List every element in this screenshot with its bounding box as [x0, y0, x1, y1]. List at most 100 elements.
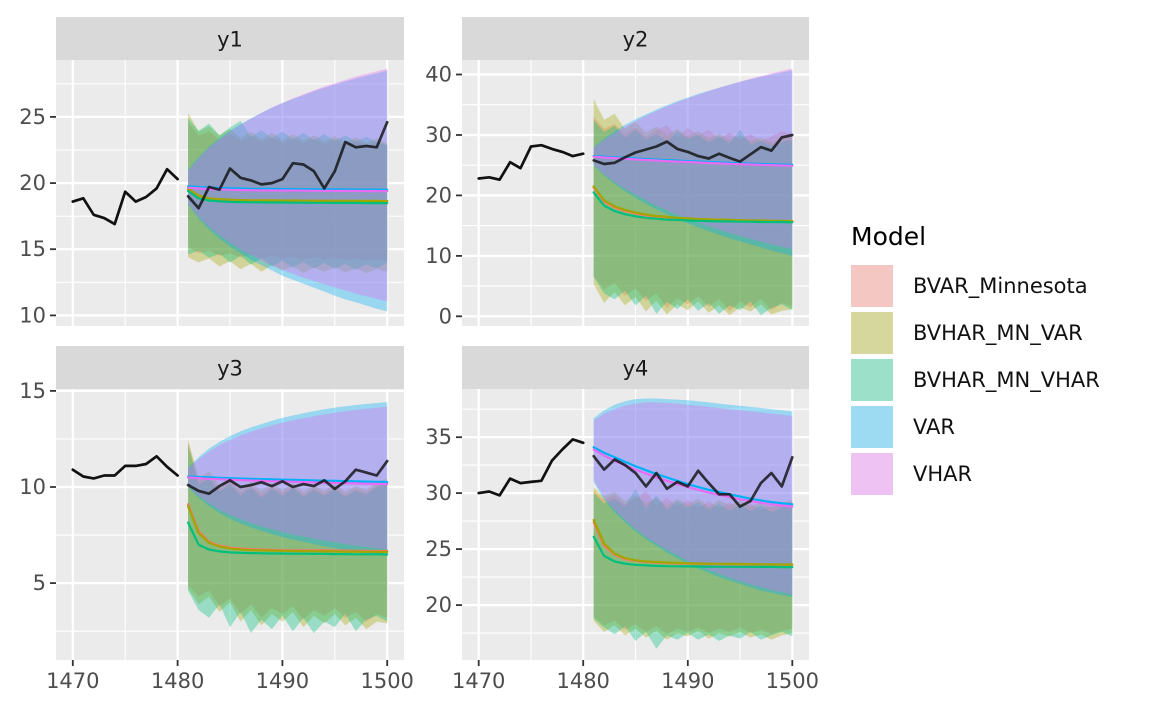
gridlines-y3: [56, 389, 404, 660]
legend-entry: VHAR: [851, 453, 1100, 495]
facet-y3: y3 5 10 15 1470 1480 1490 1500: [19, 346, 414, 693]
y-axis-y1: 10 15 20 25: [19, 105, 56, 327]
actual-test-line-y1: [186, 120, 389, 210]
forecast-line-bvhar_mn_var-y2: [592, 185, 794, 223]
y-tick-label: 20: [425, 593, 452, 617]
forecast-line-var-y4: [592, 446, 794, 506]
x-tick-label: 1480: [151, 669, 204, 693]
x-tick-label: 1470: [46, 669, 99, 693]
legend-title: Model: [851, 222, 927, 251]
x-axis-y3: 1470 1480 1490 1500: [46, 660, 414, 693]
band-vhar-y3: [188, 406, 388, 550]
y-tick-label: 0: [439, 304, 452, 328]
data-layers-y2: [477, 68, 794, 316]
forecast-line-bvhar_mn_vhar-y4: [592, 535, 794, 569]
forecast-line-vhar-y1: [187, 186, 389, 193]
y-axis-y3: 5 10 15: [19, 379, 56, 595]
legend-entry-label: BVHAR_MN_VAR: [913, 321, 1083, 345]
band-vhar-y1: [188, 68, 388, 302]
y-tick-label: 20: [19, 171, 46, 195]
actual-train-line-y4: [477, 438, 585, 497]
y-tick-label: 10: [425, 244, 452, 268]
gridlines-y1: [56, 60, 404, 326]
facet-strip-label-y4: y4: [623, 357, 649, 381]
facet-y1: y1 10 15 20 25: [19, 17, 404, 327]
facet-strip-y2: [462, 17, 809, 60]
actual-test-line-y3: [186, 459, 389, 496]
band-bvhar_mn_vhar-y2: [593, 119, 793, 316]
x-tick-label: 1490: [256, 669, 309, 693]
legend-key-swatch-bvhar_mn_vhar: [851, 359, 893, 401]
x-tick-label: 1490: [661, 669, 714, 693]
legend-entry: BVHAR_MN_VHAR: [851, 359, 1100, 401]
y-tick-label: 15: [19, 237, 46, 261]
forecast-line-bvhar_mn_var-y3: [187, 505, 389, 554]
facet-grid-svg: y1 10 15 20 25 y2 0 10 20 30 40 y3 5 10 15 1470 1480 1490…: [19, 17, 819, 693]
band-bvhar_mn_vhar-y4: [593, 488, 793, 649]
band-bvhar_mn_var-y1: [188, 112, 388, 274]
legend-key-swatch-bvhar_mn_var: [851, 312, 893, 354]
band-var-y4: [593, 398, 793, 598]
band-bvhar_mn_vhar-y1: [188, 118, 388, 270]
y-tick-label: 10: [19, 475, 46, 499]
gridlines-y2: [462, 60, 809, 326]
facet-strip-y3: [56, 346, 404, 389]
band-vhar-y4: [593, 402, 793, 595]
legend-entry-label: BVAR_Minnesota: [913, 274, 1088, 298]
x-axis-y4: 1470 1480 1490 1500: [452, 660, 819, 693]
legend-entry: BVHAR_MN_VAR: [851, 312, 1100, 354]
data-layers-y4: [477, 398, 794, 649]
legend-entry-label: BVHAR_MN_VHAR: [913, 368, 1100, 392]
facet-strip-label-y1: y1: [217, 28, 243, 52]
x-tick-label: 1470: [452, 669, 505, 693]
actual-train-line-y3: [71, 454, 179, 480]
x-tick-label: 1500: [360, 669, 413, 693]
actual-test-line-y4: [592, 454, 794, 508]
actual-train-line-y1: [71, 167, 179, 226]
facet-strip-y1: [56, 17, 404, 60]
y-tick-label: 5: [33, 571, 46, 595]
x-tick-label: 1500: [766, 669, 819, 693]
legend-entry: BVAR_Minnesota: [851, 265, 1100, 307]
forecast-line-var-y3: [187, 475, 389, 484]
gridlines-y4: [462, 389, 809, 660]
band-bvhar_mn_var-y2: [593, 98, 793, 316]
forecast-line-vhar-y2: [592, 155, 794, 167]
y-tick-label: 25: [19, 105, 46, 129]
legend-key: [851, 359, 893, 401]
band-bvar_minnesota-y1: [188, 122, 388, 262]
y-tick-label: 25: [425, 537, 452, 561]
facet-y2: y2 0 10 20 30 40: [425, 17, 809, 328]
forecast-line-bvhar_mn_var-y1: [187, 187, 389, 203]
legend-entry: VAR: [851, 406, 1100, 448]
legend-entry-label: VAR: [913, 415, 955, 439]
y-tick-label: 20: [425, 183, 452, 207]
legend-entry-label: VHAR: [913, 462, 973, 486]
data-layers-y1: [71, 68, 389, 312]
y-tick-label: 30: [425, 123, 452, 147]
y-tick-label: 40: [425, 63, 452, 87]
forecast-line-bvhar_mn_vhar-y3: [187, 521, 389, 556]
legend-key-swatch-bvar_minnesota: [851, 265, 893, 307]
forecast-line-bvhar_mn_var-y4: [592, 518, 794, 566]
y-tick-label: 30: [425, 481, 452, 505]
legend-key-swatch-var: [851, 406, 893, 448]
forecast-line-bvhar_mn_vhar-y1: [187, 189, 389, 205]
legend-entries: BVAR_Minnesota BVHAR_MN_VAR BVHAR_MN_VHAR V…: [851, 265, 1100, 495]
legend-key-swatch-vhar: [851, 453, 893, 495]
legend-key: [851, 406, 893, 448]
y-axis-y4: 20 25 30 35: [425, 425, 462, 617]
band-bvar_minnesota-y3: [188, 442, 388, 622]
legend-key: [851, 312, 893, 354]
facet-strip-label-y2: y2: [623, 28, 649, 52]
forecast-line-bvhar_mn_vhar-y2: [592, 191, 794, 224]
model-legend: Model BVAR_Minnesota BVHAR_MN_VAR BVHAR_MN…: [851, 222, 1100, 500]
legend-key: [851, 453, 893, 495]
band-bvhar_mn_vhar-y3: [188, 444, 388, 634]
facet-strip-y4: [462, 346, 809, 389]
x-tick-label: 1480: [556, 669, 609, 693]
data-layers-y3: [71, 402, 389, 634]
actual-test-line-y2: [592, 133, 794, 166]
actual-train-line-y2: [477, 143, 585, 182]
